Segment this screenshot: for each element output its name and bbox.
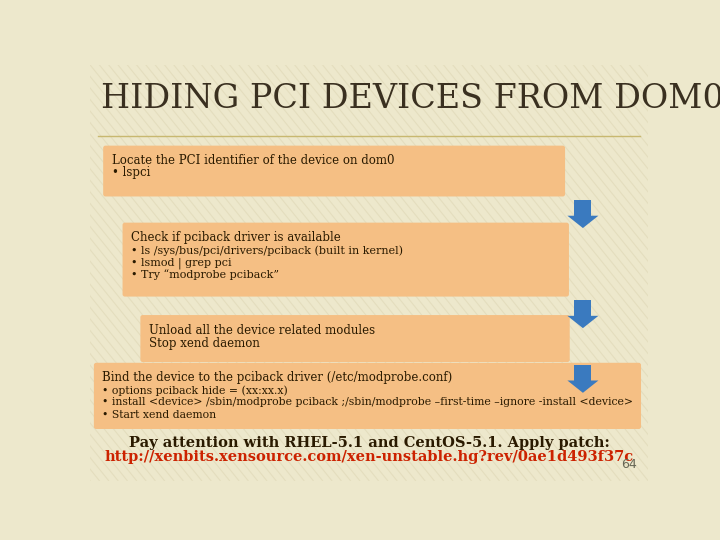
Text: • options pciback hide = (xx:xx.x): • options pciback hide = (xx:xx.x) (102, 385, 288, 396)
Text: • Try “modprobe pciback”: • Try “modprobe pciback” (131, 269, 279, 280)
Text: Stop xend daemon: Stop xend daemon (149, 338, 260, 350)
Text: http://xenbits.xensource.com/xen-unstable.hg?rev/0ae1d493f37c: http://xenbits.xensource.com/xen-unstabl… (104, 450, 634, 464)
Polygon shape (575, 365, 591, 381)
Polygon shape (567, 316, 598, 328)
Text: • lspci: • lspci (112, 166, 150, 179)
Text: • ls /sys/bus/pci/drivers/pciback (built in kernel): • ls /sys/bus/pci/drivers/pciback (built… (131, 245, 403, 255)
Polygon shape (575, 200, 591, 215)
Text: Check if pciback driver is available: Check if pciback driver is available (131, 231, 341, 244)
FancyBboxPatch shape (94, 363, 641, 429)
FancyBboxPatch shape (122, 222, 569, 296)
Polygon shape (567, 215, 598, 228)
FancyBboxPatch shape (103, 146, 565, 197)
Text: HIDING PCI DEVICES FROM DOM0: HIDING PCI DEVICES FROM DOM0 (101, 83, 720, 114)
Text: Unload all the device related modules: Unload all the device related modules (149, 323, 375, 336)
Text: Bind the device to the pciback driver (/etc/modprobe.conf): Bind the device to the pciback driver (/… (102, 372, 453, 384)
Text: Locate the PCI identifier of the device on dom0: Locate the PCI identifier of the device … (112, 154, 395, 167)
Text: • Start xend daemon: • Start xend daemon (102, 410, 217, 420)
Text: Pay attention with RHEL-5.1 and CentOS-5.1. Apply patch:: Pay attention with RHEL-5.1 and CentOS-5… (129, 436, 609, 450)
FancyBboxPatch shape (140, 315, 570, 362)
Text: • install <device> /sbin/modprobe pciback ;/sbin/modprobe –first-time –ignore -i: • install <device> /sbin/modprobe pcibac… (102, 397, 634, 408)
Polygon shape (567, 381, 598, 393)
Text: • lsmod | grep pci: • lsmod | grep pci (131, 257, 232, 269)
Polygon shape (575, 300, 591, 316)
Text: 64: 64 (621, 458, 637, 471)
